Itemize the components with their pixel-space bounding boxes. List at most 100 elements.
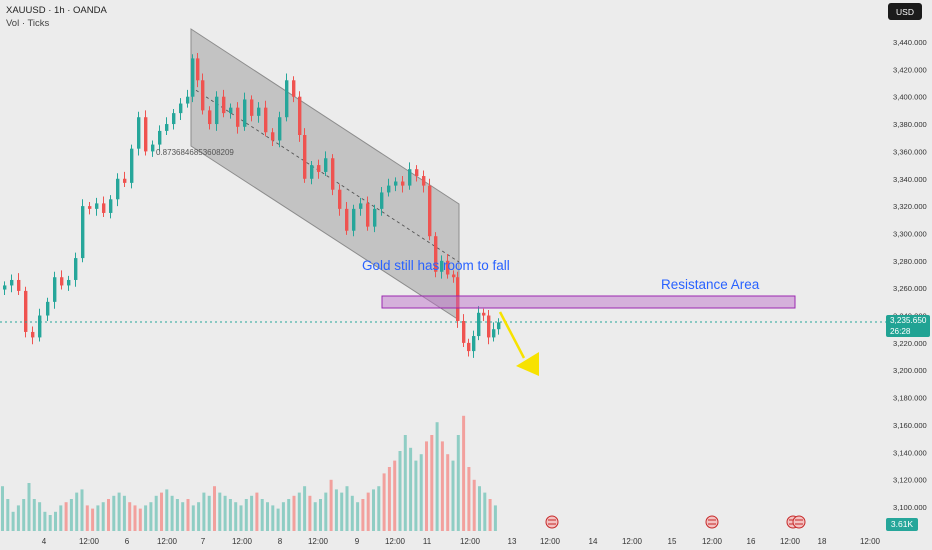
candle-body (303, 135, 307, 179)
volume-bar (85, 505, 89, 531)
resistance-label[interactable]: Resistance Area (661, 277, 760, 292)
candle-body (278, 117, 282, 141)
candlestick-series (0, 52, 886, 358)
time-tick: 6 (125, 537, 130, 546)
volume-value-label: 3.61K (886, 518, 918, 531)
price-tick: 3,360.000 (893, 147, 927, 156)
candle-body (387, 185, 391, 193)
us-flag-icon (792, 515, 806, 529)
candle-body (345, 208, 349, 231)
candle-body (250, 99, 254, 116)
volume-bar (117, 492, 121, 531)
volume-bar (435, 422, 439, 531)
candle-body (497, 322, 501, 330)
annotation-text[interactable]: Gold still has room to fall (362, 258, 510, 273)
price-tick: 3,280.000 (893, 257, 927, 266)
volume-bar (334, 489, 338, 531)
candle-body (60, 277, 64, 286)
candle-body (109, 199, 113, 213)
volume-bar (197, 502, 201, 531)
volume-bar (165, 489, 169, 531)
volume-bar (329, 479, 333, 531)
volume-bar (419, 454, 423, 531)
volume-bar (101, 502, 105, 531)
volume-bar (16, 505, 20, 531)
currency-button[interactable]: USD (888, 3, 922, 20)
volume-bar (11, 511, 15, 531)
last-price-value: 3,235.650 (890, 316, 927, 325)
candle-body (415, 169, 419, 177)
resistance-area[interactable] (381, 295, 796, 309)
volume-bar (239, 505, 243, 531)
candle-body (151, 144, 155, 152)
time-tick: 7 (201, 537, 206, 546)
volume-bar (38, 502, 42, 531)
resistance-box (381, 295, 796, 309)
volume-bar (213, 486, 216, 531)
candle-body (46, 301, 50, 316)
volume-bar (133, 505, 137, 531)
price-tick: 3,220.000 (893, 339, 927, 348)
volume-bar (478, 486, 481, 531)
volume-bar (472, 479, 476, 531)
symbol-title[interactable]: XAUUSD · 1h · OANDA (6, 5, 107, 16)
volume-bar (382, 473, 386, 531)
candle-body (179, 103, 183, 114)
candle-body (422, 176, 426, 186)
candle-body (67, 279, 71, 286)
time-axis[interactable]: 4 12:00 6 12:00 7 12:00 8 12:00 9 12:00 11 12:00 13 1… (42, 537, 881, 546)
candle-body (236, 107, 240, 127)
volume-bar (80, 489, 84, 531)
volume-bar (313, 502, 317, 531)
candle-body (215, 96, 219, 125)
volume-bar (361, 499, 365, 531)
economic-events (545, 515, 806, 529)
price-tick: 3,260.000 (893, 284, 927, 293)
volume-bar (202, 492, 206, 531)
candle-body (172, 113, 176, 125)
candle-body (10, 279, 14, 286)
candle-body (331, 158, 335, 190)
candle-body (191, 58, 195, 97)
time-tick: 14 (589, 537, 598, 546)
time-tick: 12:00 (232, 537, 253, 546)
channel-midline (190, 86, 460, 263)
volume-bar (69, 499, 73, 531)
volume-indicator-label[interactable]: Vol · Ticks (6, 18, 50, 29)
price-tick: 3,440.000 (893, 38, 927, 47)
candle-body (434, 236, 438, 272)
volume-bar (234, 502, 238, 531)
candle-body (201, 80, 205, 111)
time-tick: 12:00 (460, 537, 481, 546)
candle-body (3, 285, 7, 290)
time-tick: 12:00 (780, 537, 801, 546)
volume-bar (122, 495, 126, 531)
volume-bar (456, 435, 460, 531)
fib-level-label: 0.8736846853608209 (156, 148, 234, 157)
candle-body (338, 189, 342, 209)
candle-body (243, 99, 247, 127)
candle-body (317, 165, 321, 172)
candle-body (31, 331, 35, 338)
volume-bar (308, 495, 312, 531)
volume-bar (91, 508, 95, 531)
volume-bar (154, 495, 158, 531)
down-arrow-icon[interactable] (498, 311, 539, 376)
candle-body (352, 208, 356, 231)
price-tick: 3,400.000 (893, 93, 927, 102)
volume-bar (112, 495, 116, 531)
volume-bar (144, 505, 148, 531)
time-tick: 16 (747, 537, 756, 546)
volume-bar (303, 486, 307, 531)
price-tick: 3,140.000 (893, 448, 927, 457)
volume-bar (186, 499, 190, 531)
time-tick: 12:00 (702, 537, 723, 546)
volume-bar (276, 508, 280, 531)
volume-bar (48, 515, 52, 531)
candle-body (401, 181, 405, 186)
volume-bar (409, 447, 413, 531)
candle-body (292, 80, 296, 97)
candle-body (74, 258, 78, 280)
volume-bar (414, 460, 418, 531)
